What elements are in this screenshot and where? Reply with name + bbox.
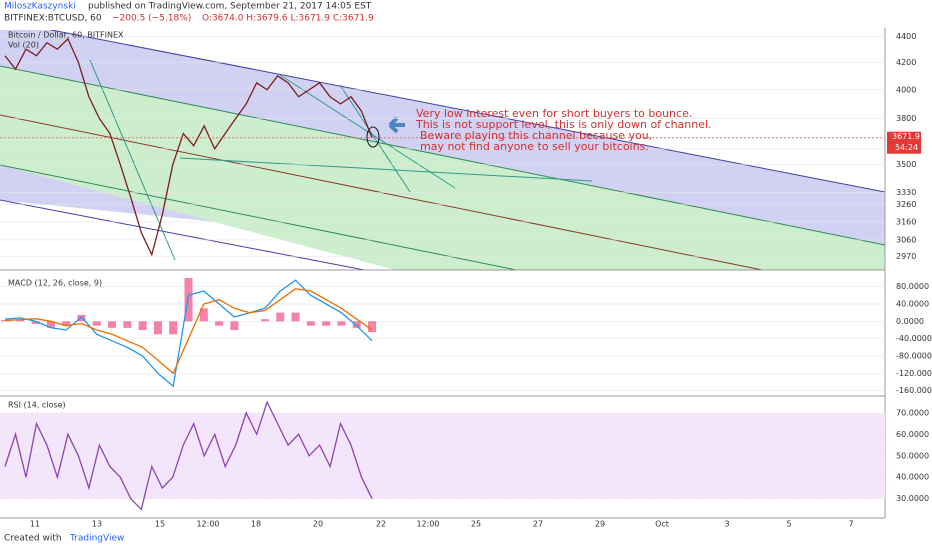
y-tick-label: 4000 (896, 85, 916, 94)
histogram-bar (77, 314, 86, 322)
circle-mark (366, 126, 380, 148)
arrow (388, 116, 405, 134)
y-tick-label: 4400 (896, 32, 916, 41)
y-tick-label: -80.0000 (896, 352, 932, 361)
x-tick-label: 20 (313, 520, 323, 529)
histogram-bar (276, 312, 285, 322)
series-line (4, 37, 373, 257)
x-tick-label: 15 (155, 520, 165, 529)
series-line (4, 279, 373, 388)
histogram-bar (138, 321, 147, 330)
countdown: 54:24 (895, 143, 918, 152)
histogram-bar (291, 312, 300, 322)
annotation: Beware playing this channel because you, (420, 129, 652, 142)
y-tick-label: 3800 (896, 114, 916, 123)
y-tick-label: -160.0000 (896, 386, 932, 395)
histogram-bar (306, 321, 315, 326)
x-tick-label: 12:00 (416, 520, 439, 529)
x-tick-label: 12:00 (196, 520, 219, 529)
histogram-bar (199, 308, 208, 322)
histogram-bar (1, 320, 9, 322)
y-tick-label: 60.0000 (896, 430, 929, 439)
last-price: 3671.9 (892, 132, 920, 141)
x-tick-label: 7 (848, 520, 853, 529)
histogram-bar (92, 321, 101, 326)
y-tick-label: 50.0000 (896, 451, 929, 460)
y-tick-label: 3330 (896, 188, 916, 197)
histogram-bar (31, 321, 40, 324)
pane-title: Bitcoin / Dollar, 60, BITFINEX (8, 31, 124, 40)
histogram-bar (46, 321, 55, 328)
published: published on TradingView.com, September … (88, 2, 372, 12)
histogram-bar (153, 321, 162, 335)
x-tick-label: 13 (92, 520, 102, 529)
x-tick-label: 11 (30, 520, 40, 529)
pane-title: RSI (14, close) (8, 401, 66, 410)
histogram-bar (260, 319, 269, 322)
annotation: Very low interest even for short buyers … (416, 107, 692, 120)
y-tick-label: 3060 (896, 235, 916, 244)
y-tick-label: 40.0000 (896, 300, 929, 309)
x-tick-label: 25 (471, 520, 481, 529)
y-tick-label: 0.0000 (896, 317, 924, 326)
y-tick-label: 30.0000 (896, 494, 929, 503)
price-tag (887, 131, 921, 154)
annotation: may not find anyone to sell your bitcoin… (420, 140, 649, 153)
mid-line (0, 114, 765, 270)
channel-line (0, 65, 885, 246)
trend-line (179, 157, 593, 182)
histogram-bar (352, 321, 361, 328)
y-tick-label: 70.0000 (896, 408, 929, 417)
x-tick-label: 5 (786, 520, 791, 529)
pane-subtitle: Vol (20) (8, 41, 39, 50)
y-tick-label: 80.0000 (896, 282, 929, 291)
histogram-bar (16, 319, 25, 322)
channel-line (48, 30, 885, 193)
author[interactable]: MiloszKaszynski (4, 2, 76, 12)
trend-line (89, 59, 176, 261)
y-tick-label: 2970 (896, 252, 916, 261)
ohlc: O:3674.0 H:3679.6 L:3671.9 C:3671.9 (202, 14, 374, 24)
x-tick-label: 29 (595, 520, 605, 529)
x-tick-label: 18 (251, 520, 261, 529)
annotation: This is not support level, this is only … (415, 118, 712, 131)
y-tick-label: -120.0000 (896, 369, 932, 378)
symbol: BITFINEX:BTCUSD, 60 (4, 14, 102, 24)
trend-line (339, 84, 411, 193)
footer-brand[interactable]: TradingView (69, 534, 124, 544)
channel-line (0, 199, 368, 270)
histogram-bar (184, 278, 193, 322)
y-tick-label: 40.0000 (896, 473, 929, 482)
x-tick-label: Oct (655, 520, 669, 529)
histogram-bar (322, 321, 331, 326)
x-tick-label: 22 (376, 520, 386, 529)
histogram-bar (169, 321, 178, 335)
pane-title: MACD (12, 26, close, 9) (8, 279, 102, 288)
histogram-bar (215, 321, 224, 326)
series-line (4, 400, 373, 511)
histogram-bar (230, 321, 239, 330)
y-tick-label: -40.0000 (896, 334, 932, 343)
histogram-bar (108, 321, 117, 328)
histogram-bar (368, 321, 376, 333)
y-tick-label: 4200 (896, 58, 916, 67)
footer-created: Created with (4, 534, 62, 544)
channel-inner (0, 66, 885, 270)
x-tick-label: 27 (533, 520, 543, 529)
change: −200.5 (−5.18%) (112, 14, 191, 24)
y-tick-label: 3260 (896, 200, 916, 209)
histogram-bar (337, 321, 346, 326)
y-tick-label: 3500 (896, 160, 916, 169)
y-tick-label: 3160 (896, 217, 916, 226)
histogram-bar (62, 321, 71, 326)
histogram-bar (123, 321, 132, 328)
series-line (4, 288, 373, 375)
x-tick-label: 3 (724, 520, 729, 529)
